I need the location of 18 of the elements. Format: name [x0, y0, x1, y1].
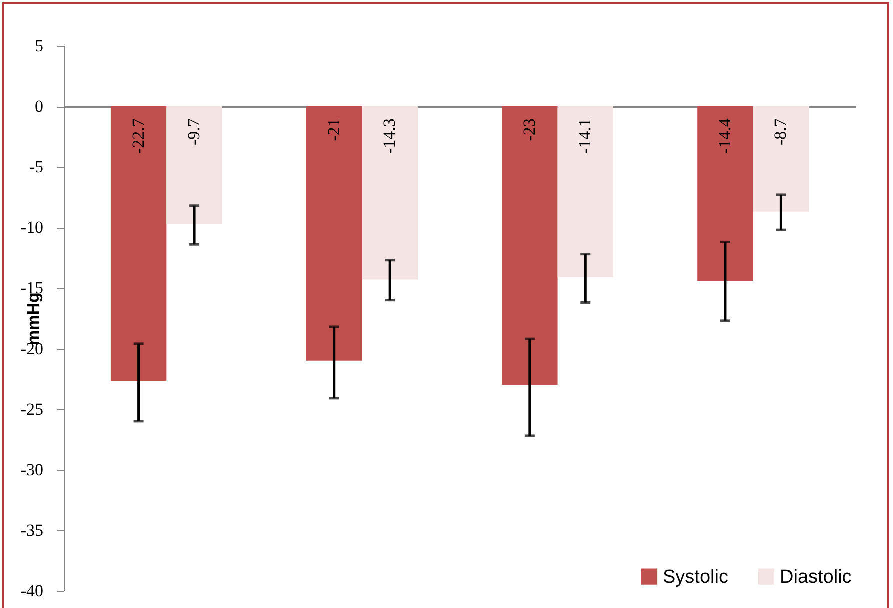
- legend-label: Systolic: [663, 566, 728, 588]
- y-tick-label: -40: [20, 582, 44, 600]
- y-tick-label: 0: [35, 97, 44, 116]
- y-tick-label: -5: [29, 158, 44, 177]
- y-tick-label: -35: [20, 520, 44, 540]
- y-tick-label: -25: [20, 400, 44, 419]
- y-tick-label: -10: [20, 218, 44, 238]
- data-label: -8.7: [771, 118, 790, 146]
- data-label: -22.7: [128, 118, 148, 154]
- data-label: -21: [324, 118, 344, 142]
- data-label: -14.3: [380, 118, 400, 154]
- y-tick-label: 5: [35, 36, 44, 56]
- legend-label: Diastolic: [780, 566, 852, 588]
- y-tick-label: -30: [20, 460, 44, 480]
- data-label: -14.1: [576, 118, 595, 154]
- data-label: -14.4: [715, 118, 734, 154]
- data-label: -23: [520, 118, 539, 142]
- data-label: -9.7: [184, 118, 204, 146]
